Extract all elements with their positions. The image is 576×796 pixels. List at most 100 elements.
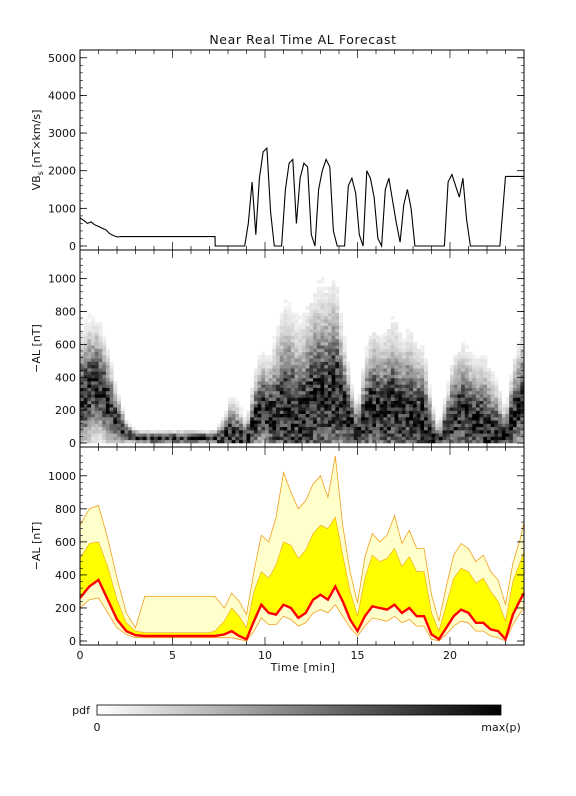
pdf-cell (102, 403, 107, 408)
pdf-cell (287, 430, 292, 434)
pdf-cell (327, 299, 332, 304)
pdf-cell (394, 322, 399, 326)
pdf-cell (357, 439, 362, 444)
pdf-cell (290, 420, 295, 424)
pdf-cell (102, 433, 107, 437)
pdf-cell (272, 413, 277, 418)
pdf-cell (357, 433, 362, 437)
pdf-cell (324, 312, 329, 317)
pdf-cell (313, 420, 318, 424)
pdf-cell (331, 371, 336, 375)
pdf-cell (316, 328, 321, 333)
pdf-cell (239, 430, 244, 434)
pdf-cell (383, 332, 388, 336)
pdf-cell (376, 426, 380, 431)
pdf-cell (261, 384, 266, 388)
pdf-cell (487, 407, 491, 411)
pdf-cell (331, 439, 336, 444)
pdf-cell (420, 436, 425, 441)
pdf-cell (94, 348, 99, 353)
pdf-cell (109, 361, 114, 366)
pdf-cell (390, 394, 395, 398)
pdf-cell (498, 439, 503, 444)
pdf-cell (268, 400, 273, 405)
pdf-cell (483, 416, 488, 421)
pdf-cell (383, 397, 388, 401)
pdf-cell (361, 390, 366, 395)
pdf-cell (302, 407, 306, 411)
pdf-cell (420, 400, 425, 405)
pdf-cell (268, 384, 273, 388)
pdf-cell (313, 332, 318, 336)
pdf-cell (464, 413, 469, 418)
pdf-cell (405, 377, 410, 382)
pdf-cell (102, 338, 107, 343)
pdf-cell (490, 403, 495, 408)
pdf-cell (475, 403, 480, 408)
pdf-cell (320, 280, 325, 284)
pdf-cell (109, 413, 114, 418)
pdf-cell (409, 377, 414, 382)
pdf-cell (320, 416, 325, 421)
pdf-cell (298, 377, 303, 382)
pdf-cell (490, 413, 495, 418)
pdf-cell (416, 361, 421, 366)
pdf-cell (335, 430, 340, 434)
pdf-cell (294, 345, 299, 349)
pdf-cell (324, 293, 329, 297)
pdf-cell (268, 390, 273, 395)
pdf-cell (335, 397, 340, 401)
pdf-cell (464, 407, 469, 411)
pdf-cell (298, 413, 303, 418)
pdf-cell (331, 381, 336, 385)
pdf-cell (287, 315, 292, 320)
pdf-cell (316, 400, 321, 405)
pdf-cell (331, 387, 336, 392)
pdf-cell (487, 381, 491, 385)
pdf-cell (383, 400, 388, 405)
pdf-cell (94, 439, 99, 444)
pdf-cell (512, 416, 517, 421)
pdf-cell (464, 345, 469, 349)
pdf-cell (464, 397, 469, 401)
pdf-cell (427, 390, 432, 395)
pdf-cell (105, 397, 110, 401)
pdf-cell (276, 407, 281, 411)
pdf-cell (390, 410, 395, 414)
pdf-cell (372, 355, 377, 359)
pdf-cell (446, 400, 451, 405)
pdf-cell (268, 368, 273, 372)
pdf-cell (320, 439, 325, 444)
pdf-cell (357, 420, 362, 424)
pdf-cell (324, 416, 329, 421)
pdf-cell (120, 420, 125, 424)
pdf-cell (302, 351, 306, 356)
pdf-cell (91, 355, 96, 359)
pdf-cell (413, 407, 417, 411)
pdf-cell (279, 312, 284, 317)
pdf-cell (379, 345, 384, 349)
pdf-cell (313, 407, 318, 411)
pdf-cell (398, 387, 403, 392)
pdf-cell (409, 351, 414, 356)
pdf-cell (253, 384, 258, 388)
pdf-cell (398, 394, 403, 398)
pdf-cell (198, 433, 203, 437)
pdf-cell (509, 430, 514, 434)
pdf-cell (257, 423, 262, 427)
pdf-cell (335, 322, 340, 326)
pdf-cell (420, 390, 425, 395)
pdf-cell (509, 436, 514, 441)
pdf-cell (453, 374, 458, 379)
pdf-cell (105, 390, 110, 395)
pdf-cell (124, 436, 129, 441)
pdf-cell (231, 430, 236, 434)
pdf-cell (520, 407, 525, 411)
pdf-cell (279, 430, 284, 434)
pdf-cell (320, 276, 325, 281)
pdf-cell (220, 439, 225, 444)
pdf-cell (283, 381, 288, 385)
pdf-cell (416, 351, 421, 356)
pdf-cell (283, 377, 288, 382)
pdf-cell (487, 433, 491, 437)
